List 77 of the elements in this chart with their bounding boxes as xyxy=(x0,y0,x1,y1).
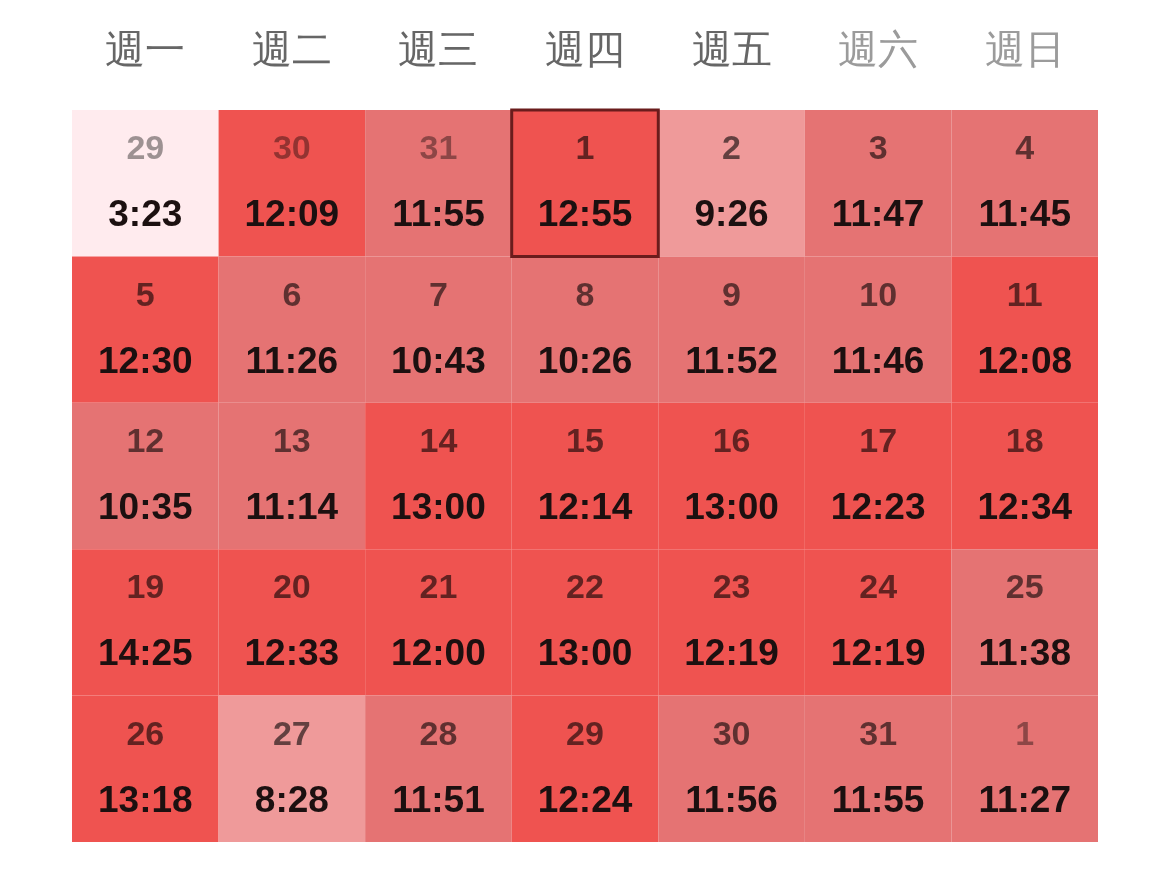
data-label: 11:47 xyxy=(831,193,925,235)
data-label: 13:00 xyxy=(391,486,486,527)
annotation: 1 xyxy=(1015,713,1035,752)
annotation: 28 xyxy=(419,713,458,752)
data-label: 12:19 xyxy=(830,632,926,674)
annotation: 24 xyxy=(859,567,898,606)
x-tick-label: 週二 xyxy=(251,25,332,72)
data-label: 12:00 xyxy=(391,632,486,674)
annotation: 30 xyxy=(272,128,311,167)
data-label: 10:35 xyxy=(97,486,193,527)
annotation: 16 xyxy=(712,421,751,459)
x-tick-label: 週五 xyxy=(691,25,772,72)
annotation: 31 xyxy=(419,128,458,167)
x-tick-label: 週一 xyxy=(105,25,186,72)
data-label: 11:26 xyxy=(245,339,339,381)
data-label: 11:45 xyxy=(978,193,1072,235)
annotation: 4 xyxy=(1015,128,1035,167)
annotation: 31 xyxy=(859,713,898,752)
annotation: 21 xyxy=(419,567,458,606)
annotation: 18 xyxy=(1005,421,1044,459)
annotation: 13 xyxy=(272,421,311,459)
data-label: 11:14 xyxy=(245,486,339,527)
data-label: 12:19 xyxy=(684,632,779,674)
data-label: 13:00 xyxy=(684,486,779,527)
data-label: 11:56 xyxy=(685,778,778,820)
annotation: 6 xyxy=(282,274,302,313)
annotation: 15 xyxy=(566,421,604,459)
data-label: 8:28 xyxy=(254,778,329,820)
data-label: 12:23 xyxy=(830,486,926,527)
data-label: 11:38 xyxy=(978,632,1072,674)
annotation: 5 xyxy=(135,274,155,313)
data-label: 12:24 xyxy=(537,778,633,820)
x-tick-label: 週三 xyxy=(398,25,479,72)
data-label: 14:25 xyxy=(97,632,193,674)
data-label: 9:26 xyxy=(694,193,769,235)
annotation: 23 xyxy=(712,567,751,606)
annotation: 2 xyxy=(722,128,742,167)
x-tick-label: 週日 xyxy=(984,25,1065,72)
data-label: 11:55 xyxy=(392,193,485,235)
annotation: 8 xyxy=(575,274,595,313)
x-tick-label: 週四 xyxy=(545,25,625,72)
annotation: 30 xyxy=(712,713,751,752)
data-label: 11:55 xyxy=(831,778,925,820)
data-label: 11:51 xyxy=(392,778,485,820)
annotation: 11 xyxy=(1006,274,1043,313)
annotation: 7 xyxy=(428,274,448,313)
data-label: 12:14 xyxy=(537,486,633,527)
x-tick-label: 週六 xyxy=(838,25,919,72)
annotation: 10 xyxy=(859,274,898,313)
annotation: 1 xyxy=(575,128,595,167)
annotation: 27 xyxy=(272,713,311,752)
data-label: 12:09 xyxy=(244,193,340,235)
annotation: 26 xyxy=(126,713,165,752)
data-label: 12:34 xyxy=(977,486,1073,527)
annotation: 29 xyxy=(126,128,165,167)
annotation: 25 xyxy=(1005,567,1044,606)
annotation: 3 xyxy=(868,128,888,167)
data-label: 10:26 xyxy=(537,339,633,381)
data-label: 10:43 xyxy=(391,339,486,381)
data-label: 11:46 xyxy=(831,339,925,381)
annotation: 12 xyxy=(126,421,165,459)
annotation: 19 xyxy=(126,567,165,606)
data-label: 12:55 xyxy=(537,193,633,235)
annotation: 22 xyxy=(566,567,604,606)
annotation: 9 xyxy=(722,274,742,313)
data-label: 12:33 xyxy=(244,632,340,674)
data-label: 13:00 xyxy=(537,632,633,674)
data-label: 3:23 xyxy=(108,193,183,235)
data-label: 12:08 xyxy=(977,339,1073,381)
data-label: 13:18 xyxy=(97,778,193,820)
data-label: 11:27 xyxy=(978,778,1072,820)
annotation: 29 xyxy=(566,713,604,752)
annotation: 17 xyxy=(859,421,898,459)
annotation: 14 xyxy=(419,421,458,459)
data-label: 11:52 xyxy=(685,339,778,381)
annotation: 20 xyxy=(272,567,311,606)
data-label: 12:30 xyxy=(97,339,193,381)
